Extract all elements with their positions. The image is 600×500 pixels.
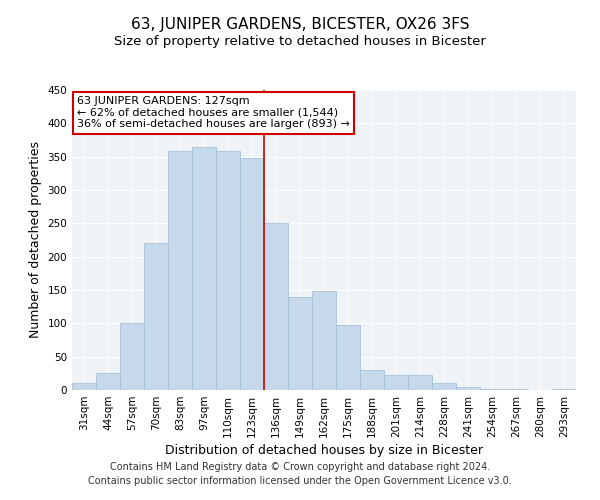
Bar <box>360 370 384 390</box>
Bar <box>192 146 216 390</box>
Bar <box>168 152 192 390</box>
Bar <box>240 158 264 390</box>
Bar <box>216 152 240 390</box>
Bar <box>504 388 528 390</box>
Bar <box>408 376 432 390</box>
Bar <box>72 384 96 390</box>
Text: Contains public sector information licensed under the Open Government Licence v3: Contains public sector information licen… <box>88 476 512 486</box>
Bar <box>432 382 456 390</box>
Bar <box>456 388 480 390</box>
Text: 63, JUNIPER GARDENS, BICESTER, OX26 3FS: 63, JUNIPER GARDENS, BICESTER, OX26 3FS <box>131 18 469 32</box>
Bar <box>96 374 120 390</box>
Bar <box>552 388 576 390</box>
Bar <box>144 244 168 390</box>
Bar <box>288 296 312 390</box>
Text: Size of property relative to detached houses in Bicester: Size of property relative to detached ho… <box>114 35 486 48</box>
Bar <box>264 224 288 390</box>
Bar <box>480 388 504 390</box>
Bar <box>384 376 408 390</box>
Text: Contains HM Land Registry data © Crown copyright and database right 2024.: Contains HM Land Registry data © Crown c… <box>110 462 490 472</box>
Y-axis label: Number of detached properties: Number of detached properties <box>29 142 42 338</box>
Bar <box>312 292 336 390</box>
Bar <box>336 326 360 390</box>
Text: 63 JUNIPER GARDENS: 127sqm
← 62% of detached houses are smaller (1,544)
36% of s: 63 JUNIPER GARDENS: 127sqm ← 62% of deta… <box>77 96 350 129</box>
X-axis label: Distribution of detached houses by size in Bicester: Distribution of detached houses by size … <box>165 444 483 457</box>
Bar <box>120 324 144 390</box>
